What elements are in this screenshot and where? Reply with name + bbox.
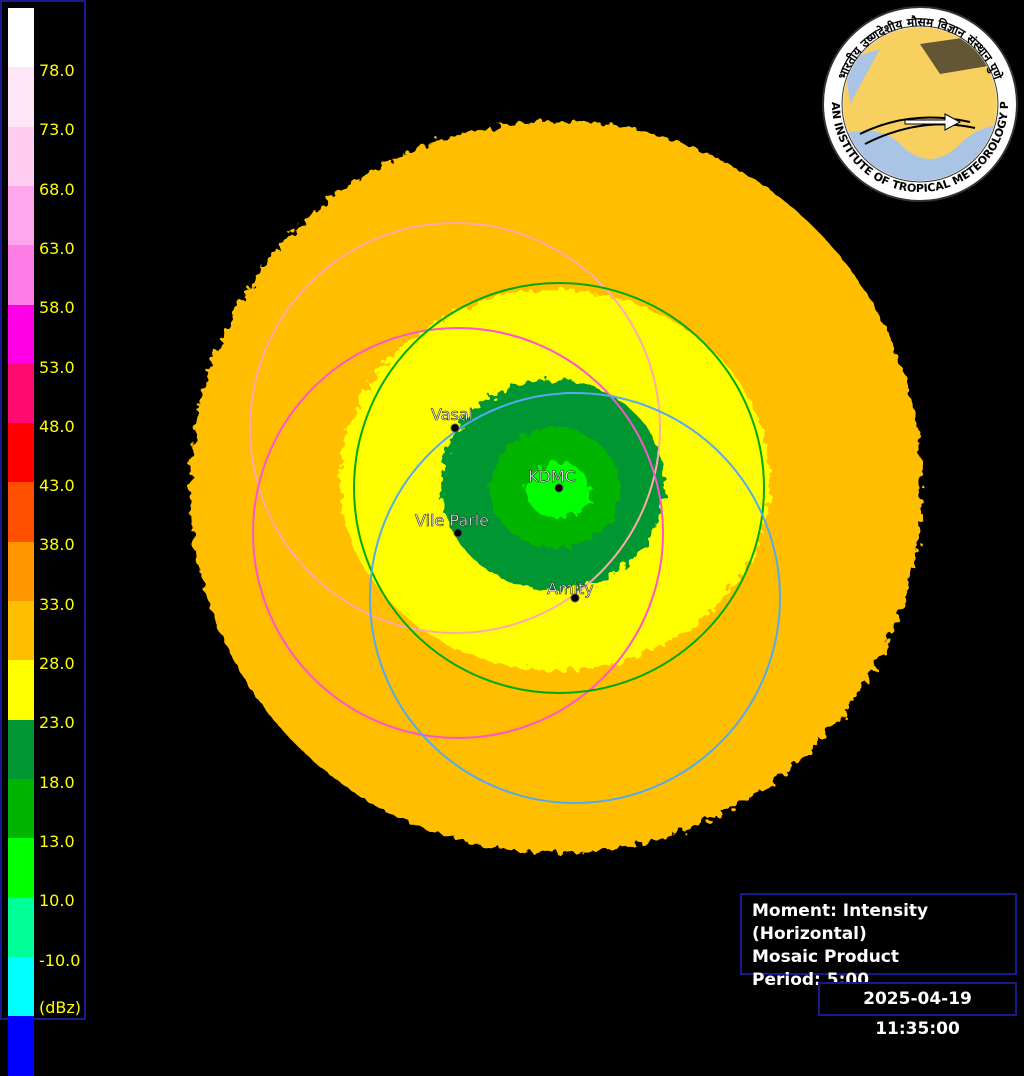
moment-label: Moment: Intensity (Horizontal): [752, 901, 929, 944]
legend-tick-label: -10.0: [39, 950, 81, 970]
site-marker-amity: [570, 593, 580, 603]
legend-swatch: [8, 8, 34, 68]
legend-swatch: [8, 541, 34, 602]
color-legend: 78.0 73.0 68.0 63.0 58.0 53.0 48.0 43.0 38.0 33.0…: [0, 0, 86, 1076]
iitm-logo: भारतीय उष्णदेशीय मौसम विज्ञान संस्थान पु…: [820, 4, 1018, 202]
timestamp: 2025-04-19 11:35:00: [863, 989, 972, 1039]
legend-tick-label: 38.0: [39, 535, 75, 555]
legend-tick-label: 28.0: [39, 654, 75, 673]
site-label-vile-parle: Vile Parle: [415, 511, 489, 530]
legend-tick-label: 13.0: [39, 831, 75, 851]
site-marker-vile-parle: [453, 528, 463, 538]
ring-amity: [369, 392, 781, 804]
legend-swatch: [8, 482, 34, 543]
radar-mosaic-map: Vasai Vile Parle KDMC Amity: [190, 121, 922, 853]
legend-swatch: [8, 838, 34, 899]
legend-swatch: [8, 304, 34, 365]
legend-swatch: [8, 245, 34, 306]
site-marker-kdmc: [554, 483, 564, 493]
ring-vasai: [249, 222, 661, 634]
legend-swatch: [8, 1016, 34, 1076]
legend-swatch: [8, 719, 34, 780]
site-label-amity: Amity: [547, 579, 594, 598]
legend-swatch: [8, 67, 34, 128]
legend-tick-label: 23.0: [39, 713, 75, 733]
legend-tick-label: 63.0: [39, 238, 75, 258]
legend-tick-label: 73.0: [39, 120, 75, 140]
legend-swatch: [8, 778, 34, 839]
legend-tick-label: 10.0: [39, 891, 75, 911]
legend-tick-label: 58.0: [39, 298, 75, 318]
legend-swatch: [8, 660, 34, 721]
site-label-kdmc: KDMC: [528, 467, 576, 486]
site-label-vasai: Vasai: [431, 405, 473, 424]
legend-tick-label: 68.0: [39, 179, 75, 199]
legend-tick-label: 78.0: [39, 61, 75, 80]
product-info-box: Moment: Intensity (Horizontal) Mosaic Pr…: [740, 893, 1017, 990]
legend-swatch: [8, 363, 34, 424]
legend-swatch: [8, 897, 34, 958]
site-marker-vasai: [450, 423, 460, 433]
ring-kdmc: [353, 282, 765, 694]
legend-tick-label: 33.0: [39, 594, 75, 614]
legend-swatch: [8, 956, 34, 1017]
legend-swatch: [8, 601, 34, 661]
product-label: Mosaic Product: [752, 947, 900, 967]
legend-swatch: [8, 423, 34, 484]
legend-swatch: [8, 126, 34, 187]
radar-sites: Vasai Vile Parle KDMC Amity: [415, 405, 594, 603]
legend-tick-label: 18.0: [39, 772, 75, 792]
legend-swatch: [8, 185, 34, 246]
radar-range-rings: [249, 222, 781, 804]
timestamp-box: 2025-04-19 11:35:00: [818, 982, 1017, 1039]
legend-tick-label: 48.0: [39, 416, 75, 436]
legend-tick-label: 53.0: [39, 357, 75, 377]
ring-vile-parle: [252, 327, 664, 739]
legend-unit: (dBz): [39, 998, 82, 1017]
legend-tick-label: 43.0: [39, 476, 75, 496]
